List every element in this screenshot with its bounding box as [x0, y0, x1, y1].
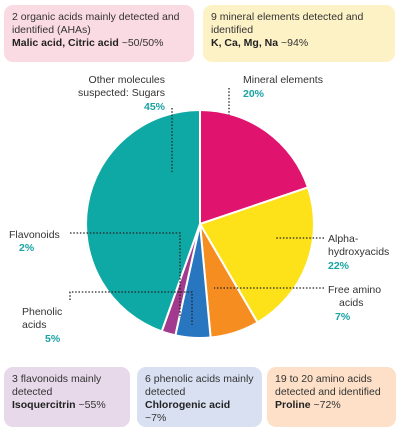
flavonoids-pct: 2% — [19, 242, 35, 254]
other-pct: 45% — [144, 101, 166, 113]
other-label-line2: suspected: Sugars — [78, 87, 165, 99]
other-label-line1: Other molecules — [89, 74, 165, 86]
phenolic-box: 6 phenolic acids mainly detected Chlorog… — [137, 367, 262, 427]
organic-acids-value: ~50/50% — [118, 37, 164, 49]
alpha-pct: 22% — [328, 260, 350, 272]
pie-slice-mineral-elements — [199, 108, 310, 226]
mineral-label: Mineral elements — [243, 74, 323, 86]
amino-label-line2: acids — [339, 297, 364, 309]
pie-slices — [85, 108, 315, 339]
amino-pct: 7% — [335, 311, 351, 323]
flavonoids-leader — [70, 232, 181, 318]
minerals-value: ~94% — [278, 37, 309, 49]
alpha-label-line2: hydroxyacids — [328, 246, 389, 258]
phenolic-pct: 5% — [45, 333, 61, 345]
organic-acids-highlight: Malic acid, Citric acid — [12, 37, 119, 49]
amino-value: ~72% — [310, 399, 341, 411]
minerals-box: 9 mineral elements detected and identifi… — [203, 5, 395, 62]
amino-description: 19 to 20 amino acids detected and identi… — [275, 373, 381, 398]
phenolic-label-line2: acids — [22, 319, 47, 331]
flavonoids-label: Flavonoids — [9, 229, 60, 241]
amino-box: 19 to 20 amino acids detected and identi… — [267, 367, 396, 427]
phenolic-description: 6 phenolic acids mainly detected — [145, 373, 254, 398]
phenolic-highlight: Chlorogenic acid — [145, 399, 231, 411]
phenolic-value: ~7% — [145, 412, 167, 424]
flavonoids-value: ~55% — [75, 399, 106, 411]
alpha-label-line1: Alpha- — [328, 233, 359, 245]
phenolic-leader — [69, 291, 193, 325]
phenolic-label-line1: Phenolic — [22, 306, 62, 318]
flavonoids-highlight: Isoquercitrin — [12, 399, 76, 411]
amino-highlight: Proline — [275, 399, 311, 411]
minerals-description: 9 mineral elements detected and identifi… — [211, 11, 364, 36]
organic-acids-description: 2 organic acids mainly detected and iden… — [12, 11, 180, 36]
mineral-pct: 20% — [243, 88, 265, 100]
pie-slice-alpha-hydroxyacids — [198, 186, 315, 324]
amino-label-line1: Free amino — [328, 284, 381, 296]
organic-acids-box: 2 organic acids mainly detected and iden… — [4, 5, 194, 62]
minerals-highlight: K, Ca, Mg, Na — [211, 37, 279, 49]
flavonoids-description: 3 flavonoids mainly detected — [12, 373, 102, 398]
flavonoids-box: 3 flavonoids mainly detected Isoquercitr… — [4, 367, 130, 427]
